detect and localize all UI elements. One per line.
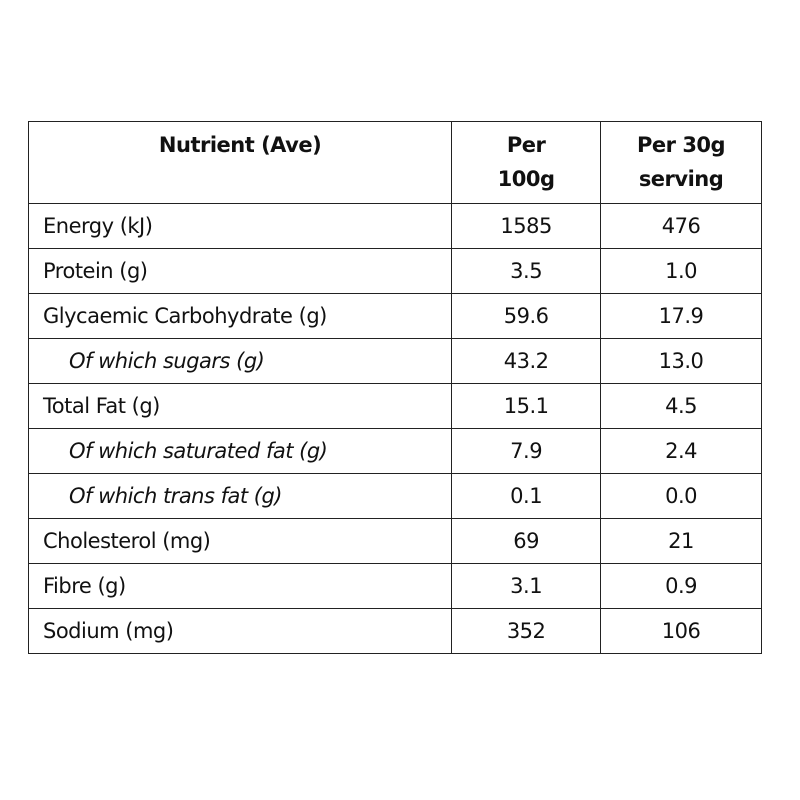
header-cell: Per 30g serving (600, 121, 762, 204)
table-row: Cholesterol (mg) 69 21 (27, 518, 762, 564)
value-cell: 3.1 (451, 563, 602, 609)
nutrient-cell: Glycaemic Carbohydrate (g) (27, 293, 453, 339)
value-cell: 17.9 (600, 293, 762, 339)
table-row: Energy (kJ) 1585 476 (27, 203, 762, 249)
nutrient-cell: Total Fat (g) (27, 383, 453, 429)
nutrient-cell: Of which trans fat (g) (27, 473, 453, 519)
nutrient-cell: Energy (kJ) (27, 203, 453, 249)
header-cell: Nutrient (Ave) (27, 121, 453, 204)
value-cell: 4.5 (600, 383, 762, 429)
value-cell: 0.9 (600, 563, 762, 609)
value-cell: 2.4 (600, 428, 762, 474)
value-cell: 0.0 (600, 473, 762, 519)
nutrient-cell: Of which sugars (g) (27, 338, 453, 384)
value-cell: 106 (600, 608, 762, 654)
nutrient-cell: Of which saturated fat (g) (27, 428, 453, 474)
value-cell: 69 (451, 518, 602, 564)
value-cell: 1.0 (600, 248, 762, 294)
table-row: Sodium (mg) 352 106 (27, 608, 762, 654)
nutrient-cell: Cholesterol (mg) (27, 518, 453, 564)
table-row: Glycaemic Carbohydrate (g) 59.6 17.9 (27, 293, 762, 339)
value-cell: 13.0 (600, 338, 762, 384)
value-cell: 15.1 (451, 383, 602, 429)
table-row: Of which trans fat (g) 0.1 0.0 (27, 473, 762, 519)
table-row: Total Fat (g) 15.1 4.5 (27, 383, 762, 429)
table-row: Of which saturated fat (g) 7.9 2.4 (27, 428, 762, 474)
nutrient-cell: Fibre (g) (27, 563, 453, 609)
value-cell: 476 (600, 203, 762, 249)
value-cell: 21 (600, 518, 762, 564)
nutrition-table: Nutrient (Ave) Per 100g Per 30g serving … (27, 121, 762, 654)
value-cell: 1585 (451, 203, 602, 249)
value-cell: 43.2 (451, 338, 602, 384)
table-row: Of which sugars (g) 43.2 13.0 (27, 338, 762, 384)
value-cell: 352 (451, 608, 602, 654)
table-body: Energy (kJ) 1585 476 Protein (g) 3.5 1.0 Glyca… (27, 203, 762, 654)
nutrient-cell: Protein (g) (27, 248, 453, 294)
nutrient-cell: Sodium (mg) (27, 608, 453, 654)
header-row: Nutrient (Ave) Per 100g Per 30g serving (27, 121, 762, 204)
value-cell: 3.5 (451, 248, 602, 294)
table-row: Protein (g) 3.5 1.0 (27, 248, 762, 294)
value-cell: 59.6 (451, 293, 602, 339)
table-row: Fibre (g) 3.1 0.9 (27, 563, 762, 609)
value-cell: 7.9 (451, 428, 602, 474)
value-cell: 0.1 (451, 473, 602, 519)
header-cell: Per 100g (451, 121, 602, 204)
